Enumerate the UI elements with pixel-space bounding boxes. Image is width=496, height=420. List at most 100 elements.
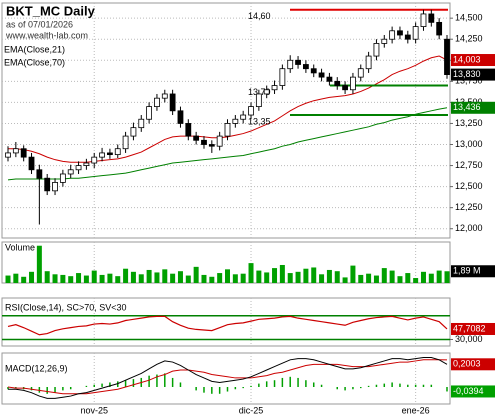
volume-bar [319, 274, 325, 283]
volume-bar [428, 273, 434, 283]
candle-body [255, 93, 262, 108]
candle-body [36, 169, 43, 179]
y-tick-label: 14,500 [455, 13, 483, 23]
panel-frame [1, 2, 451, 239]
candle-body [248, 106, 254, 116]
level-label: 13,35 [248, 116, 271, 126]
x-tick-label: ene-26 [402, 405, 430, 415]
candle-body [59, 173, 66, 183]
candle-body [107, 152, 113, 156]
legend-label: EMA(Close,70) [4, 57, 65, 67]
candle-body [271, 85, 278, 91]
candle-body [83, 162, 90, 166]
candle-body [44, 177, 51, 192]
volume-bar [193, 266, 199, 283]
candle-body [154, 97, 160, 108]
volume-bar [311, 267, 317, 283]
candle-body [201, 139, 207, 145]
value-label-box [451, 68, 495, 81]
volume-bar [295, 271, 301, 283]
volume-bar [91, 270, 97, 283]
y-tick-label: 12,000 [455, 223, 483, 233]
volume-bar [83, 275, 89, 283]
volume-bar [232, 274, 238, 283]
candle-body [295, 59, 301, 65]
candle-body [12, 148, 19, 154]
x-tick-label: dic-25 [239, 405, 264, 415]
candle-body [161, 93, 168, 99]
volume-bar [444, 271, 450, 283]
candle-body [373, 43, 380, 57]
candle-body [122, 135, 129, 150]
chart-title: BKT_MC Daily [6, 3, 96, 18]
volume-bar [287, 273, 293, 283]
panel-frame [1, 352, 451, 405]
candle-body [404, 34, 411, 40]
candle-body [216, 135, 223, 147]
volume-bar [240, 273, 246, 283]
y-tick-label: 13,000 [455, 139, 483, 149]
volume-bar [256, 270, 262, 283]
candle-body [193, 135, 200, 141]
volume-bar [154, 272, 160, 283]
volume-bar [225, 269, 230, 283]
chart-subtitle: as of 07/01/2026 [6, 19, 73, 29]
volume-bar [29, 271, 35, 283]
volume-bar [397, 276, 403, 283]
candle-body [412, 26, 419, 40]
y-tick-label: 30,000 [455, 334, 483, 344]
candle-body [224, 123, 231, 137]
value-label-box [451, 358, 495, 371]
macd-line [8, 357, 448, 399]
volume-bar [177, 271, 183, 283]
candle-body [279, 68, 286, 86]
value-label: 1,89 M [453, 266, 481, 276]
candle-body [169, 93, 176, 112]
volume-bar [420, 271, 426, 283]
candle-body [381, 38, 388, 44]
volume-bar [107, 273, 113, 283]
candle-body [397, 30, 403, 36]
panel-title: MACD(12,26,9) [5, 363, 68, 373]
volume-bar [76, 273, 82, 283]
volume-bar [36, 245, 42, 283]
volume-bar [146, 269, 152, 283]
y-tick-label: 13,250 [455, 118, 483, 128]
y-tick-label: 12,750 [455, 160, 483, 170]
level-label: 14,60 [248, 11, 271, 21]
value-label: 13,436 [453, 102, 481, 112]
panel-frame [1, 297, 451, 347]
value-label: 13,830 [453, 69, 481, 79]
volume-bar [185, 275, 191, 283]
candle-body [287, 59, 294, 70]
candle-body [263, 89, 270, 95]
volume-bar [130, 271, 136, 283]
volume-bar [272, 268, 278, 283]
candle-body [130, 127, 137, 137]
candle-body [240, 114, 247, 120]
chart-source: www.wealth-lab.com [5, 30, 88, 40]
value-label: 0,2003 [453, 359, 481, 369]
candle-body [350, 76, 356, 91]
y-tick-label: 12,250 [455, 202, 483, 212]
panel-title: RSI(Close,14), SC>70, SV<30 [5, 302, 127, 312]
candle-body [75, 165, 82, 171]
volume-bar [44, 271, 50, 283]
volume-bar [373, 275, 379, 283]
volume-bar [405, 273, 411, 283]
volume-bar [21, 276, 27, 283]
y-tick-label: 13,500 [455, 97, 483, 107]
volume-bar [326, 269, 332, 283]
candle-body [334, 80, 341, 86]
panel-title: Volume [5, 242, 35, 252]
value-label: 47,7082 [453, 323, 486, 333]
candle-body [342, 85, 348, 91]
candle-body [318, 72, 325, 78]
volume-bar [279, 264, 285, 283]
y-tick-label: 14,250 [455, 34, 483, 44]
candle-body [20, 148, 27, 158]
candle-body [310, 68, 317, 74]
volume-bar [5, 275, 11, 283]
candle-body [208, 144, 215, 147]
volume-bar [170, 273, 176, 283]
